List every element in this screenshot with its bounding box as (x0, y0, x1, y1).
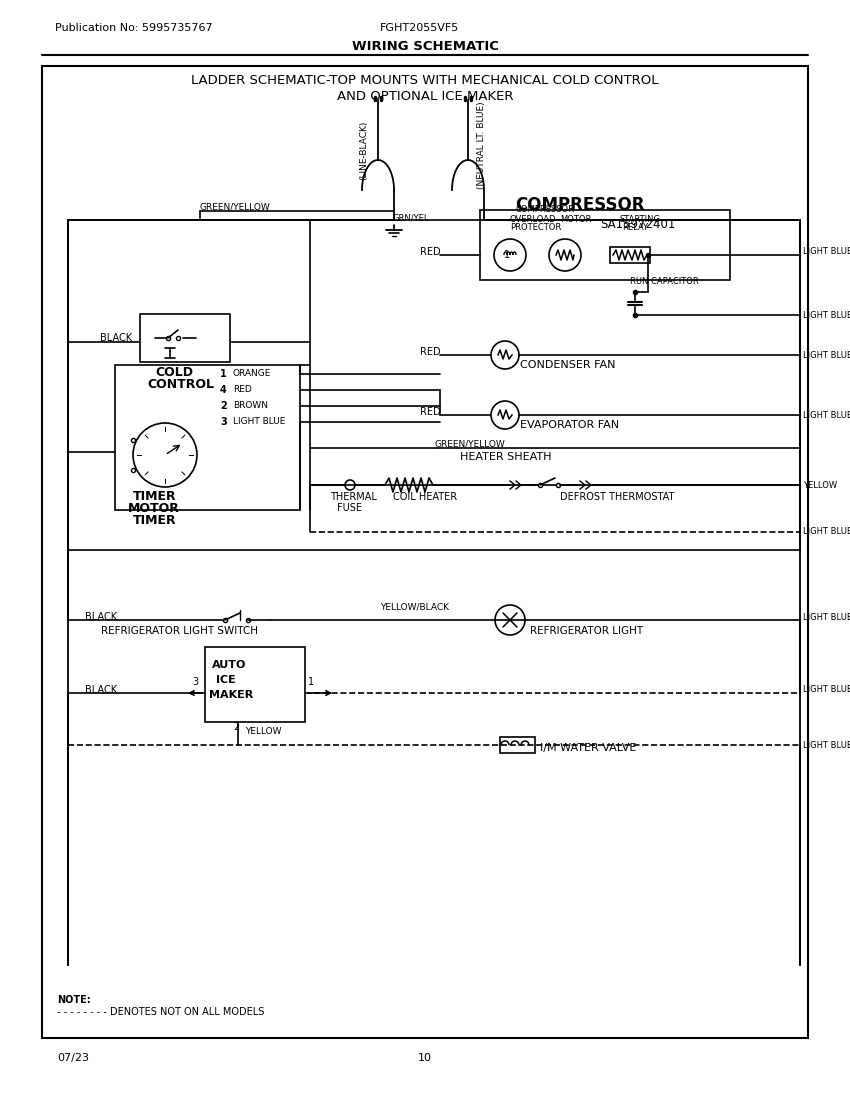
Text: MAKER: MAKER (209, 690, 253, 700)
Bar (115, 365, 300, 510)
Bar (42, 66, 808, 1038)
Text: STARTING: STARTING (620, 216, 661, 224)
Text: LIGHT BLUE: LIGHT BLUE (803, 740, 850, 749)
Text: FUSE: FUSE (337, 503, 362, 513)
Text: LIGHT BLUE: LIGHT BLUE (803, 613, 850, 621)
Text: 3: 3 (192, 676, 198, 688)
Text: BLACK: BLACK (100, 333, 132, 343)
Text: COIL HEATER: COIL HEATER (393, 492, 457, 502)
Text: HEATER SHEATH: HEATER SHEATH (460, 452, 552, 462)
Text: FGHT2055VF5: FGHT2055VF5 (380, 23, 459, 33)
Text: 1: 1 (308, 676, 314, 688)
Text: BLACK: BLACK (85, 612, 117, 621)
Text: BROWN: BROWN (233, 402, 268, 410)
Text: TIMER: TIMER (133, 515, 177, 528)
Text: CONDENSER FAN: CONDENSER FAN (520, 360, 615, 370)
Text: - - - - - - - - DENOTES NOT ON ALL MODELS: - - - - - - - - DENOTES NOT ON ALL MODEL… (57, 1006, 264, 1018)
Text: 3: 3 (220, 417, 227, 427)
Text: DEFROST THERMOSTAT: DEFROST THERMOSTAT (560, 492, 674, 502)
Text: YELLOW: YELLOW (245, 727, 281, 737)
Text: PROTECTOR: PROTECTOR (510, 222, 561, 231)
Text: AUTO: AUTO (212, 660, 246, 670)
Text: ORANGE: ORANGE (233, 370, 271, 378)
Text: EVAPORATOR FAN: EVAPORATOR FAN (520, 420, 619, 430)
Bar (500, 737, 535, 754)
Text: COLD: COLD (155, 365, 193, 378)
Text: LIGHT BLUE: LIGHT BLUE (803, 351, 850, 360)
Text: LIGHT BLUE: LIGHT BLUE (803, 685, 850, 694)
Text: (NEUTRAL LT. BLUE): (NEUTRAL LT. BLUE) (478, 101, 486, 189)
Text: 2: 2 (220, 402, 227, 411)
Text: ICE: ICE (216, 675, 235, 685)
Text: AND OPTIONAL ICE MAKER: AND OPTIONAL ICE MAKER (337, 90, 513, 103)
Text: 1: 1 (504, 250, 510, 260)
Text: COMPRESSOR: COMPRESSOR (515, 206, 575, 214)
Text: I/M WATER VALVE: I/M WATER VALVE (540, 742, 637, 754)
Text: WIRING SCHEMATIC: WIRING SCHEMATIC (352, 40, 498, 53)
Bar (480, 210, 730, 280)
Text: GREEN/YELLOW: GREEN/YELLOW (200, 202, 271, 211)
Text: CONTROL: CONTROL (147, 377, 214, 390)
Text: RUN CAPACITOR: RUN CAPACITOR (630, 277, 699, 286)
Bar (610, 248, 650, 263)
Text: TIMER: TIMER (133, 491, 177, 504)
Text: BLACK: BLACK (85, 685, 117, 695)
Text: RED: RED (420, 407, 440, 417)
Text: RED: RED (420, 346, 440, 358)
Text: 1: 1 (220, 368, 227, 379)
Text: (LINE-BLACK): (LINE-BLACK) (360, 120, 369, 179)
Bar (205, 647, 305, 722)
Text: LIGHT BLUE: LIGHT BLUE (803, 248, 850, 256)
Text: NOTE:: NOTE: (57, 996, 91, 1005)
Bar (68, 220, 800, 550)
Text: GREEN/YELLOW: GREEN/YELLOW (435, 440, 506, 449)
Text: YELLOW/BLACK: YELLOW/BLACK (380, 603, 449, 612)
Text: LIGHT BLUE: LIGHT BLUE (803, 310, 850, 319)
Text: REFRIGERATOR LIGHT: REFRIGERATOR LIGHT (530, 626, 643, 636)
Text: MOTOR: MOTOR (560, 216, 592, 224)
Text: 2: 2 (233, 722, 239, 732)
Text: LIGHT BLUE: LIGHT BLUE (233, 418, 286, 427)
Text: REFRIGERATOR LIGHT SWITCH: REFRIGERATOR LIGHT SWITCH (101, 626, 258, 636)
Text: GRN/YEL: GRN/YEL (393, 213, 429, 222)
Text: RED: RED (233, 385, 252, 395)
Text: COMPRESSOR: COMPRESSOR (515, 196, 645, 214)
Text: 07/23: 07/23 (57, 1053, 89, 1063)
Text: 10: 10 (418, 1053, 432, 1063)
Text: MOTOR: MOTOR (128, 503, 180, 516)
Text: 4: 4 (220, 385, 227, 395)
Text: Publication No: 5995735767: Publication No: 5995735767 (55, 23, 212, 33)
Text: RED: RED (420, 248, 440, 257)
Text: THERMAL: THERMAL (330, 492, 377, 502)
Text: SA15972401: SA15972401 (600, 219, 676, 231)
Text: LADDER SCHEMATIC-TOP MOUNTS WITH MECHANICAL COLD CONTROL: LADDER SCHEMATIC-TOP MOUNTS WITH MECHANI… (191, 74, 659, 87)
Bar (140, 314, 230, 362)
Text: RELAY: RELAY (622, 222, 648, 231)
Text: OVERLOAD: OVERLOAD (510, 216, 557, 224)
Text: LIGHT BLUE: LIGHT BLUE (803, 410, 850, 419)
Text: YELLOW: YELLOW (803, 481, 837, 490)
Text: LIGHT BLUE: LIGHT BLUE (803, 528, 850, 537)
